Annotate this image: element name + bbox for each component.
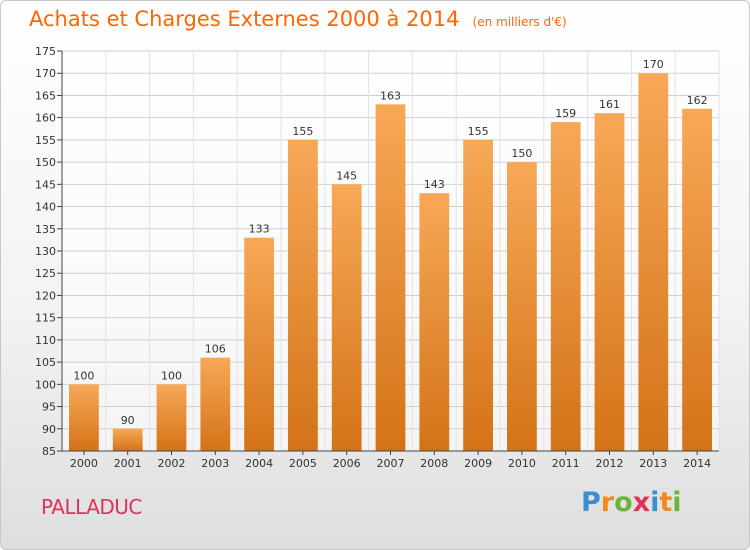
bar-value-label: 100	[73, 369, 94, 382]
y-tick-label: 170	[35, 67, 56, 80]
bar	[375, 104, 406, 451]
x-tick-label: 2009	[464, 457, 492, 470]
bar-value-label: 161	[599, 98, 620, 111]
x-tick-label: 2002	[158, 457, 186, 470]
x-tick-label: 2000	[70, 457, 98, 470]
commune-name: PALLADUC	[41, 495, 142, 519]
bar	[682, 108, 712, 452]
x-tick-label: 2010	[508, 457, 536, 470]
bar-value-label: 150	[511, 147, 532, 160]
bar-value-label: 170	[643, 58, 664, 71]
y-tick-label: 150	[35, 156, 56, 169]
y-tick-label: 125	[35, 267, 56, 280]
bar	[200, 357, 231, 451]
y-tick-label: 140	[35, 201, 56, 214]
bar	[419, 193, 450, 451]
y-tick-label: 110	[35, 334, 56, 347]
title-row: Achats et Charges Externes 2000 à 2014 (…	[29, 7, 567, 31]
bar	[156, 384, 187, 451]
bar-value-label: 143	[424, 178, 445, 191]
bar-value-label: 155	[468, 125, 489, 138]
bar	[331, 184, 362, 452]
bar	[463, 139, 493, 451]
x-tick-label: 2007	[377, 457, 405, 470]
bar	[112, 428, 143, 451]
bar-value-label: 90	[121, 414, 135, 427]
y-tick-label: 175	[35, 45, 56, 58]
x-tick-label: 2014	[683, 457, 711, 470]
y-tick-label: 85	[42, 445, 56, 458]
logo-letter: t	[659, 487, 673, 518]
x-tick-label: 2003	[201, 457, 229, 470]
bar	[69, 384, 99, 451]
y-tick-label: 155	[35, 134, 56, 147]
bar-value-label: 133	[249, 223, 270, 236]
y-tick-label: 130	[35, 245, 56, 258]
logo-letter: r	[600, 487, 615, 518]
y-tick-label: 160	[35, 112, 56, 125]
x-tick-label: 2005	[289, 457, 317, 470]
x-tick-label: 2004	[245, 457, 273, 470]
x-tick-label: 2013	[639, 457, 667, 470]
y-tick-label: 145	[35, 178, 56, 191]
bar-value-label: 145	[336, 169, 357, 182]
bar	[594, 113, 625, 451]
bar	[244, 237, 274, 451]
bar	[550, 122, 581, 451]
logo-letter: i	[672, 487, 682, 518]
bar-value-label: 100	[161, 369, 182, 382]
bar	[288, 139, 318, 451]
x-tick-label: 2001	[114, 457, 142, 470]
y-tick-label: 120	[35, 289, 56, 302]
chart-title: Achats et Charges Externes 2000 à 2014	[29, 7, 460, 31]
x-tick-label: 2011	[552, 457, 580, 470]
bar-value-label: 162	[687, 94, 708, 107]
y-tick-label: 90	[42, 423, 56, 436]
y-tick-label: 95	[42, 401, 56, 414]
bar-value-label: 159	[555, 107, 576, 120]
bar	[507, 162, 537, 451]
y-tick-label: 100	[35, 378, 56, 391]
bar-value-label: 155	[292, 125, 313, 138]
bar-value-label: 106	[205, 343, 226, 356]
x-tick-label: 2012	[596, 457, 624, 470]
bar-value-label: 163	[380, 89, 401, 102]
proxiti-logo: Proxiti	[581, 487, 682, 518]
y-tick-label: 105	[35, 356, 56, 369]
chart-subtitle: (en milliers d'€)	[472, 15, 567, 29]
logo-letter: i	[650, 487, 660, 518]
y-tick-label: 135	[35, 223, 56, 236]
logo-letter: o	[614, 487, 633, 518]
bar	[638, 73, 669, 451]
y-tick-label: 115	[35, 312, 56, 325]
logo-letter: x	[632, 487, 651, 518]
x-tick-label: 2006	[333, 457, 361, 470]
logo-letter: P	[581, 487, 601, 518]
y-tick-label: 165	[35, 89, 56, 102]
x-tick-label: 2008	[420, 457, 448, 470]
